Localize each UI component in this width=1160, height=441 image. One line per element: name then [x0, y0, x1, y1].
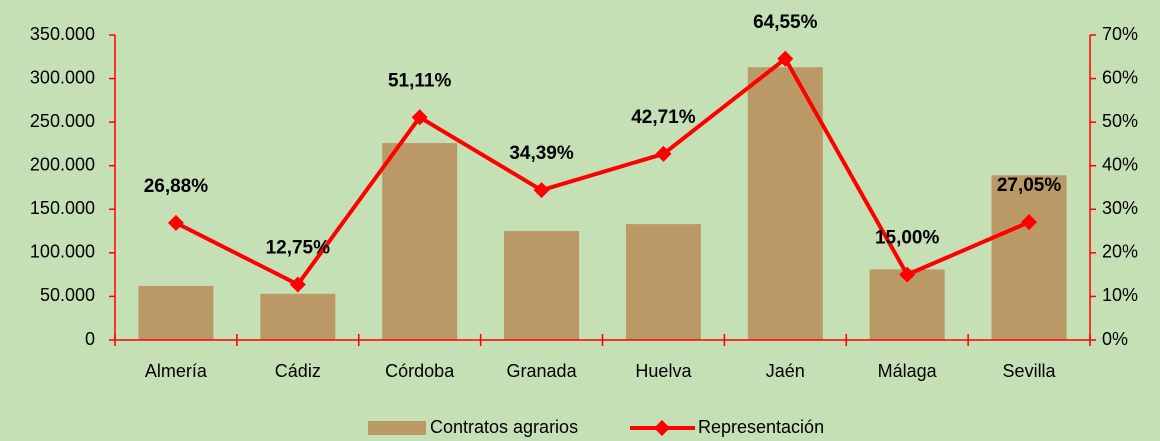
- x-tick-label: Jaén: [766, 361, 805, 381]
- value-label: 15,00%: [875, 228, 940, 249]
- legend-label: Representación: [698, 417, 824, 437]
- y-tick-label: 250.000: [30, 111, 95, 131]
- x-tick-label: Córdoba: [385, 361, 455, 381]
- y-tick-label: 200.000: [30, 154, 95, 174]
- value-label: 64,55%: [753, 12, 818, 33]
- marker: [167, 214, 184, 231]
- line: [175, 55, 1030, 287]
- y-tick-label: 350.000: [30, 24, 95, 44]
- bar: [991, 175, 1067, 340]
- y-tick-label: 100.000: [30, 242, 95, 262]
- value-label: 42,71%: [631, 107, 696, 128]
- legend-swatch: [368, 421, 426, 435]
- marker: [411, 109, 428, 126]
- y-tick-label: 0: [85, 329, 95, 349]
- y2-tick-label: 0%: [1102, 329, 1128, 349]
- value-label: 12,75%: [266, 237, 331, 258]
- y-tick-label: 150.000: [30, 198, 95, 218]
- y2-tick-label: 30%: [1102, 198, 1138, 218]
- value-label: 34,39%: [509, 143, 574, 164]
- value-label: 51,11%: [388, 70, 451, 91]
- value-label: 26,88%: [144, 176, 209, 197]
- marker: [777, 50, 794, 67]
- bar: [382, 143, 458, 340]
- bar: [260, 293, 336, 340]
- bar: [625, 224, 701, 340]
- y2-tick-label: 60%: [1102, 67, 1138, 87]
- bar: [504, 231, 580, 340]
- marker: [533, 182, 550, 199]
- marker: [899, 266, 916, 283]
- y2-tick-label: 20%: [1102, 242, 1138, 262]
- x-tick-label: Granada: [507, 361, 578, 381]
- legend-label: Contratos agrarios: [430, 417, 578, 437]
- bar: [747, 67, 823, 340]
- y2-tick-label: 40%: [1102, 154, 1138, 174]
- x-tick-label: Sevilla: [1003, 361, 1057, 381]
- marker: [655, 145, 672, 162]
- x-tick-label: Huelva: [635, 361, 692, 381]
- x-tick-label: Almería: [145, 361, 208, 381]
- marker: [1021, 214, 1038, 231]
- x-tick-label: Málaga: [878, 361, 938, 381]
- legend-marker: [654, 420, 670, 436]
- y-tick-label: 300.000: [30, 67, 95, 87]
- bar: [138, 285, 214, 340]
- value-label: 27,05%: [997, 175, 1062, 196]
- y2-tick-label: 50%: [1102, 111, 1138, 131]
- x-tick-label: Cádiz: [275, 361, 321, 381]
- y-tick-label: 50.000: [40, 285, 95, 305]
- marker: [289, 276, 306, 293]
- y2-tick-label: 10%: [1102, 285, 1138, 305]
- y2-tick-label: 70%: [1102, 24, 1138, 44]
